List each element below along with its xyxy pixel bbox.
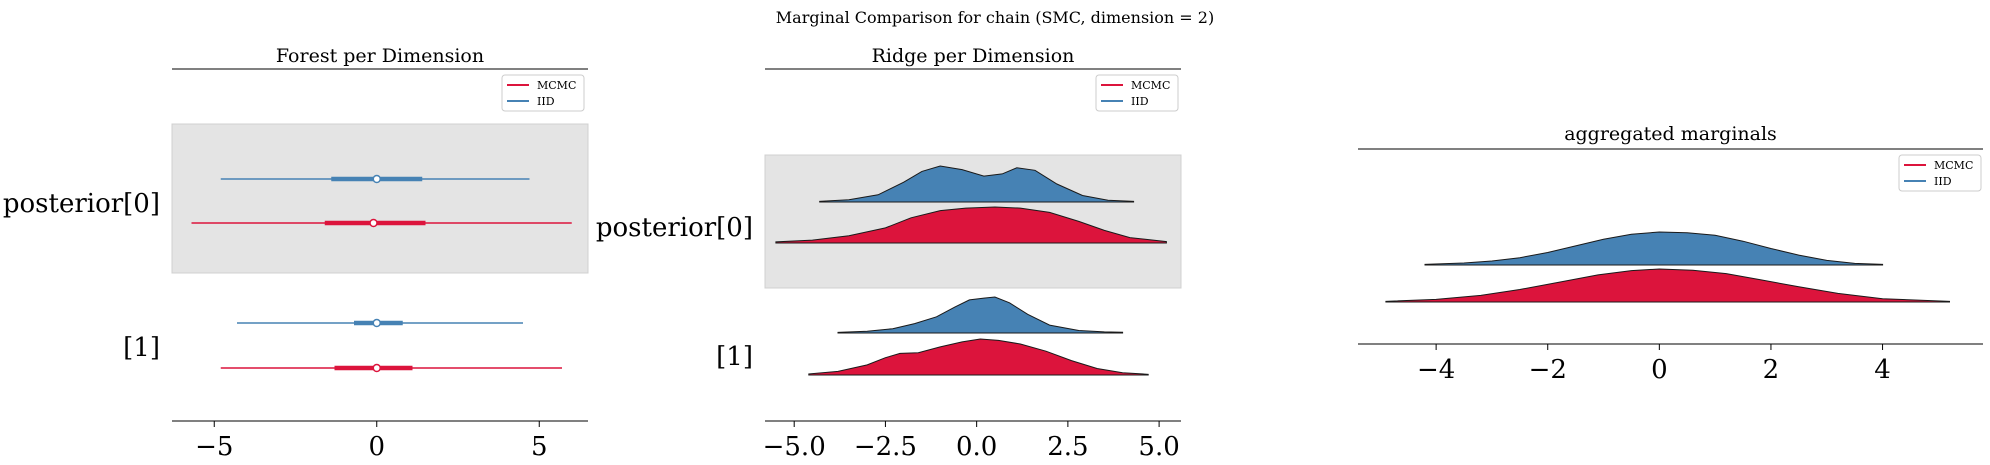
legend-entry: MCMC [1131, 79, 1170, 92]
x-tick-label: 2.5 [1047, 432, 1088, 462]
aggregated-density [1385, 268, 1950, 303]
chart-title: Forest per Dimension [276, 45, 484, 67]
forest-panel: Forest per Dimension −5 0 5 posterior[0] [1] M… [3, 45, 589, 462]
x-tick-label: 0.0 [956, 432, 997, 462]
x-tick-label: 5.0 [1138, 432, 1179, 462]
forest-median-point [372, 363, 381, 373]
x-tick-label: 0 [1651, 355, 1668, 385]
x-tick-label: −4 [1417, 355, 1455, 385]
x-tick-label: −5.0 [763, 432, 826, 462]
x-tick-label: 2 [1763, 355, 1780, 385]
aggregated-density [1424, 231, 1884, 266]
forest-median-point [369, 218, 378, 228]
chart-title: Ridge per Dimension [872, 45, 1075, 67]
x-tick-label: −5 [195, 432, 233, 462]
row-band [171, 123, 589, 274]
ridge-density [775, 206, 1167, 244]
chart-title: aggregated marginals [1564, 123, 1777, 145]
row-label: posterior[0] [596, 213, 753, 243]
x-tick-label: 5 [531, 432, 548, 462]
legend-entry: IID [537, 95, 555, 108]
ridge-density [808, 338, 1149, 376]
legend: MCMC IID [1898, 154, 1982, 192]
legend-entry: IID [1131, 95, 1149, 108]
legend-entry: IID [1934, 175, 1952, 188]
row-label: [1] [716, 342, 753, 372]
row-label: posterior[0] [3, 189, 160, 219]
legend: MCMC IID [1095, 74, 1179, 112]
x-tick-label: −2.5 [854, 432, 917, 462]
ridge-density [819, 165, 1135, 203]
x-tick-label: −2 [1529, 355, 1567, 385]
figure-suptitle: Marginal Comparison for chain (SMC, dime… [776, 8, 1214, 27]
ridge-panel: Ridge per Dimension −5.0 −2.5 0.0 2.5 5.0 post… [596, 45, 1182, 462]
legend-entry: MCMC [537, 79, 576, 92]
forest-median-point [372, 318, 381, 328]
row-label: [1] [123, 333, 160, 363]
legend-entry: MCMC [1934, 159, 1973, 172]
x-tick-label: 0 [368, 432, 385, 462]
x-tick-label: 4 [1874, 355, 1891, 385]
legend: MCMC IID [501, 74, 585, 112]
forest-median-point [372, 174, 381, 184]
ridge-density [837, 296, 1124, 334]
aggregated-panel: aggregated marginals −4 −2 0 2 4 MCMC IID [1358, 123, 1983, 385]
